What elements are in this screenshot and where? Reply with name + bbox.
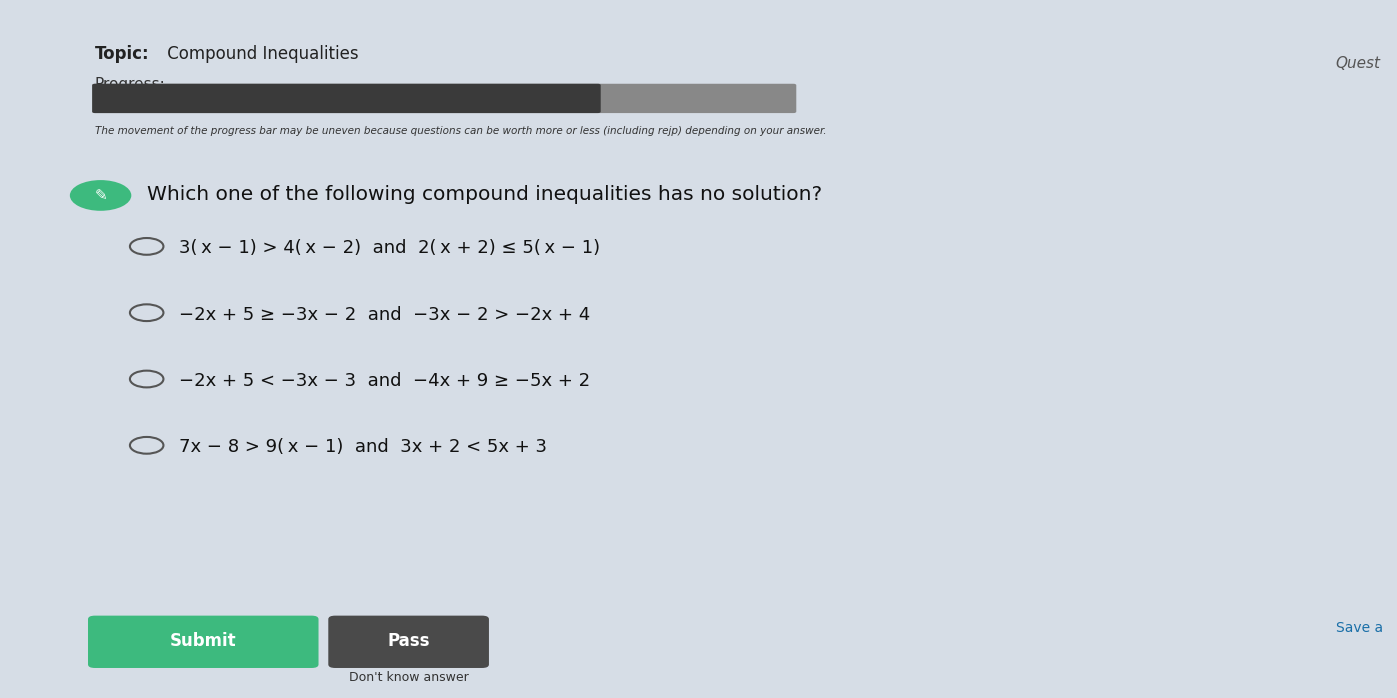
Text: −2x + 5 < −3x − 3  and  −4x + 9 ≥ −5x + 2: −2x + 5 < −3x − 3 and −4x + 9 ≥ −5x + 2 <box>179 372 590 390</box>
FancyBboxPatch shape <box>328 616 489 668</box>
Text: −2x + 5 ≥ −3x − 2  and  −3x − 2 > −2x + 4: −2x + 5 ≥ −3x − 2 and −3x − 2 > −2x + 4 <box>179 306 590 324</box>
Text: Don't know answer: Don't know answer <box>349 671 468 685</box>
Text: Quest: Quest <box>1336 56 1380 70</box>
Text: Submit: Submit <box>170 632 236 650</box>
Text: ✎: ✎ <box>94 188 108 203</box>
Text: Topic:: Topic: <box>95 45 149 64</box>
FancyBboxPatch shape <box>92 84 796 113</box>
Text: Which one of the following compound inequalities has no solution?: Which one of the following compound ineq… <box>147 185 821 204</box>
Text: Progress:: Progress: <box>95 77 166 91</box>
FancyBboxPatch shape <box>88 616 319 668</box>
Text: Compound Inequalities: Compound Inequalities <box>162 45 359 64</box>
Circle shape <box>70 180 131 211</box>
Text: 7x − 8 > 9( x − 1)  and  3x + 2 < 5x + 3: 7x − 8 > 9( x − 1) and 3x + 2 < 5x + 3 <box>179 438 546 456</box>
Text: Pass: Pass <box>387 632 430 650</box>
Text: Save a: Save a <box>1336 621 1383 635</box>
FancyBboxPatch shape <box>92 84 601 113</box>
Text: The movement of the progress bar may be uneven because questions can be worth mo: The movement of the progress bar may be … <box>95 126 827 135</box>
Text: 3( x − 1) > 4( x − 2)  and  2( x + 2) ≤ 5( x − 1): 3( x − 1) > 4( x − 2) and 2( x + 2) ≤ 5(… <box>179 239 599 258</box>
